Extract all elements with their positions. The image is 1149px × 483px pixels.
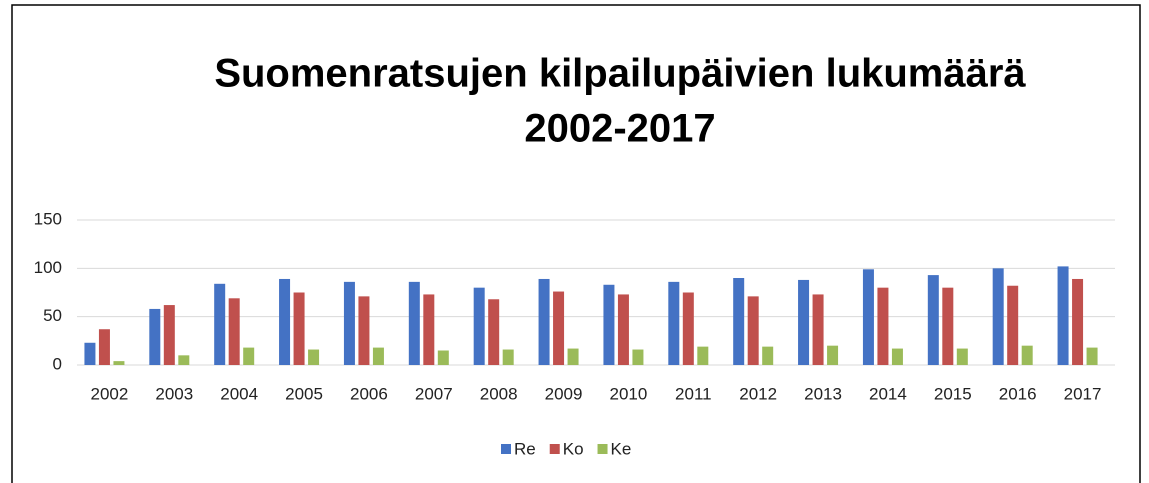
bar <box>408 281 420 365</box>
bar <box>812 294 824 365</box>
bar <box>1021 345 1033 365</box>
x-tick-label: 2014 <box>869 384 907 403</box>
legend-swatch <box>597 444 608 454</box>
bar <box>603 284 615 365</box>
bar <box>682 292 694 365</box>
bar <box>927 275 939 365</box>
legend-label: Ko <box>563 439 584 458</box>
bar <box>697 346 709 365</box>
y-tick-label: 0 <box>53 354 62 373</box>
y-tick-label: 50 <box>43 306 62 325</box>
bar <box>891 348 903 365</box>
bar <box>84 342 96 365</box>
bar <box>617 294 629 365</box>
bar <box>502 349 514 365</box>
bar <box>423 294 435 365</box>
bar <box>992 268 1004 365</box>
bar <box>293 292 305 365</box>
bar <box>98 329 110 365</box>
bar <box>553 291 565 365</box>
y-tick-label: 150 <box>34 209 62 228</box>
x-tick-label: 2002 <box>91 384 129 403</box>
bar <box>343 281 355 365</box>
legend-swatch <box>501 444 511 454</box>
chart-title: Suomenratsujen kilpailupäivien lukumäärä <box>214 52 1026 96</box>
x-tick-label: 2003 <box>155 384 193 403</box>
bar <box>437 350 449 365</box>
x-tick-label: 2013 <box>804 384 842 403</box>
bar <box>1007 285 1019 365</box>
bar <box>113 361 125 365</box>
x-tick-label: 2008 <box>480 384 518 403</box>
bar <box>877 287 889 365</box>
x-tick-label: 2005 <box>285 384 323 403</box>
x-tick-label: 2012 <box>739 384 777 403</box>
bar <box>279 278 291 365</box>
x-tick-label: 2011 <box>675 384 712 403</box>
bar <box>228 298 240 365</box>
legend-label: Ke <box>611 439 632 458</box>
bar <box>163 305 175 365</box>
chart-title: 2002-2017 <box>524 107 715 151</box>
bar <box>473 287 485 365</box>
bar <box>747 296 759 365</box>
x-tick-label: 2009 <box>545 384 583 403</box>
x-tick-label: 2016 <box>999 384 1037 403</box>
bar <box>798 279 810 365</box>
x-tick-label: 2007 <box>415 384 453 403</box>
x-tick-label: 2015 <box>934 384 972 403</box>
bar <box>632 349 644 365</box>
bar <box>1086 347 1098 365</box>
bar <box>372 347 384 365</box>
bar <box>178 355 190 365</box>
x-tick-label: 2004 <box>220 384 258 403</box>
bar <box>214 283 226 365</box>
legend-label: Re <box>514 439 536 458</box>
bar <box>668 281 680 365</box>
x-tick-label: 2010 <box>610 384 648 403</box>
bar <box>827 345 839 365</box>
bar <box>956 348 968 365</box>
bar <box>762 346 774 365</box>
bar <box>538 278 550 365</box>
bar <box>862 269 874 365</box>
bar <box>567 348 579 365</box>
bar <box>149 308 161 365</box>
chart-frame <box>11 4 1141 483</box>
x-tick-label: 2017 <box>1064 384 1102 403</box>
bar <box>488 299 500 365</box>
bar <box>1057 266 1069 365</box>
y-tick-label: 100 <box>34 258 62 277</box>
bar <box>358 296 370 365</box>
bar <box>308 349 320 365</box>
bar <box>1072 278 1084 365</box>
bar <box>942 287 954 365</box>
legend-swatch <box>549 444 560 454</box>
x-tick-label: 2006 <box>350 384 388 403</box>
bar <box>733 278 745 365</box>
bar <box>243 347 255 365</box>
